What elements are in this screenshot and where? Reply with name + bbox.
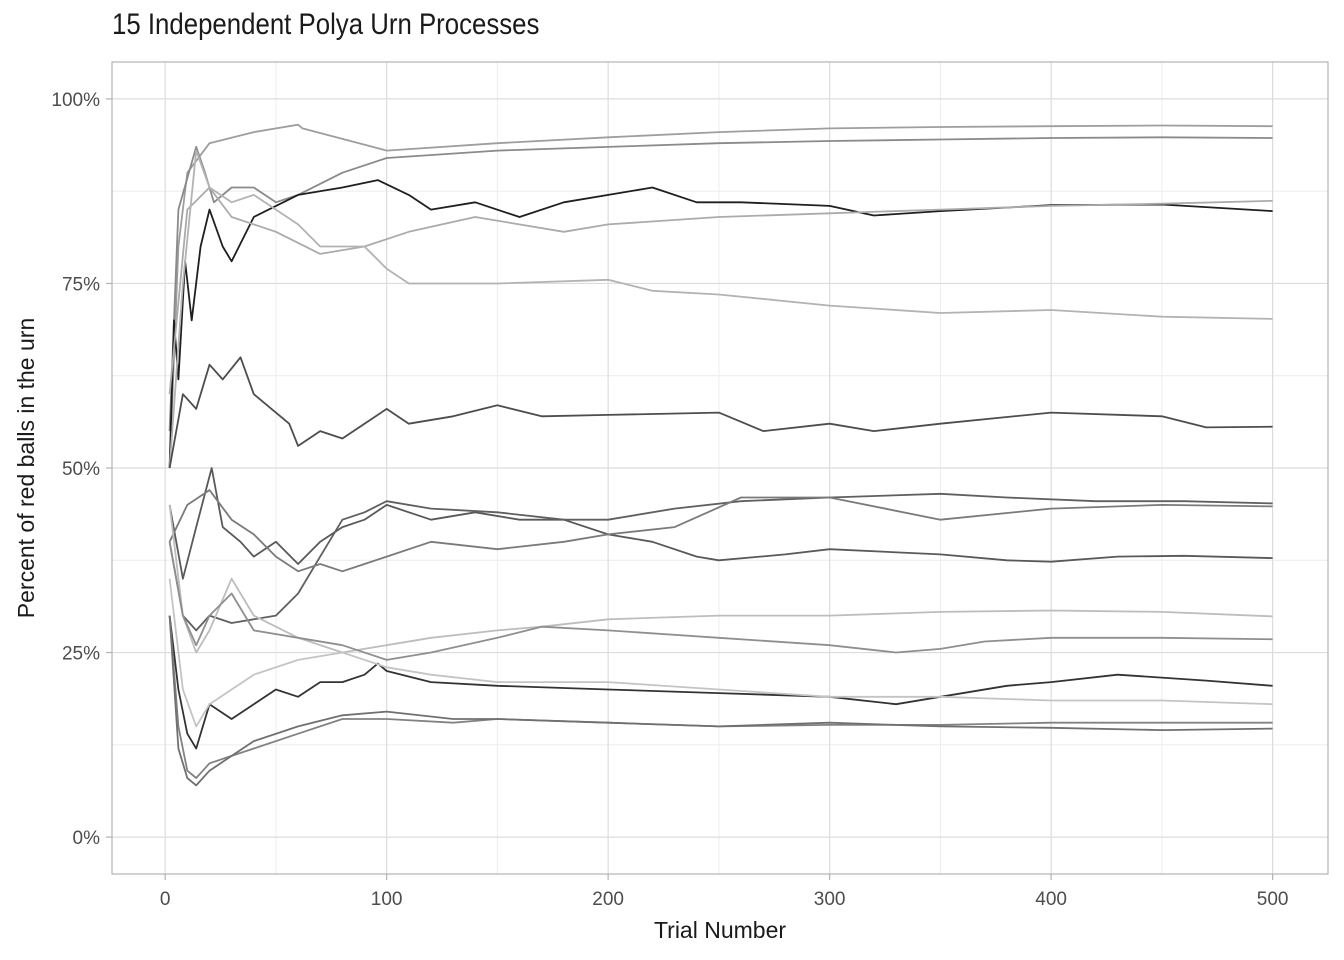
chart-title: 15 Independent Polya Urn Processes	[112, 8, 540, 41]
y-tick-label: 0%	[73, 828, 101, 849]
y-tick-label: 75%	[62, 274, 100, 295]
series-line-12	[168, 615, 1273, 750]
x-axis-ticks: 0 100 200 300 400 500	[160, 874, 1289, 910]
major-gridlines	[112, 62, 1328, 874]
series-line-3	[168, 179, 1273, 469]
x-tick-label: 0	[160, 889, 171, 910]
y-axis-title: Percent of red balls in the urn	[13, 318, 39, 618]
series-line-9	[168, 489, 1273, 573]
y-tick-label: 100%	[51, 90, 100, 111]
series-line-14	[168, 615, 1273, 779]
series-line-4	[168, 186, 1273, 395]
x-tick-label: 200	[592, 889, 624, 910]
y-tick-label: 25%	[62, 644, 100, 665]
series-line-6	[168, 356, 1273, 469]
x-tick-label: 300	[814, 889, 846, 910]
y-axis-ticks: 0% 25% 50% 75% 100%	[51, 90, 112, 849]
x-axis-title: Trial Number	[654, 917, 786, 943]
x-tick-label: 100	[371, 889, 403, 910]
series-line-11	[168, 541, 1273, 661]
series-line-13	[168, 578, 1273, 728]
series-line-15	[168, 615, 1273, 787]
x-tick-label: 400	[1035, 889, 1067, 910]
series-lines	[168, 123, 1273, 787]
series-line-7	[168, 467, 1273, 580]
y-tick-label: 50%	[62, 459, 100, 480]
series-line-2	[168, 136, 1273, 432]
series-line-8	[168, 492, 1273, 632]
series-line-10	[168, 504, 1273, 654]
series-line-5	[168, 149, 1273, 469]
x-tick-label: 500	[1257, 889, 1289, 910]
